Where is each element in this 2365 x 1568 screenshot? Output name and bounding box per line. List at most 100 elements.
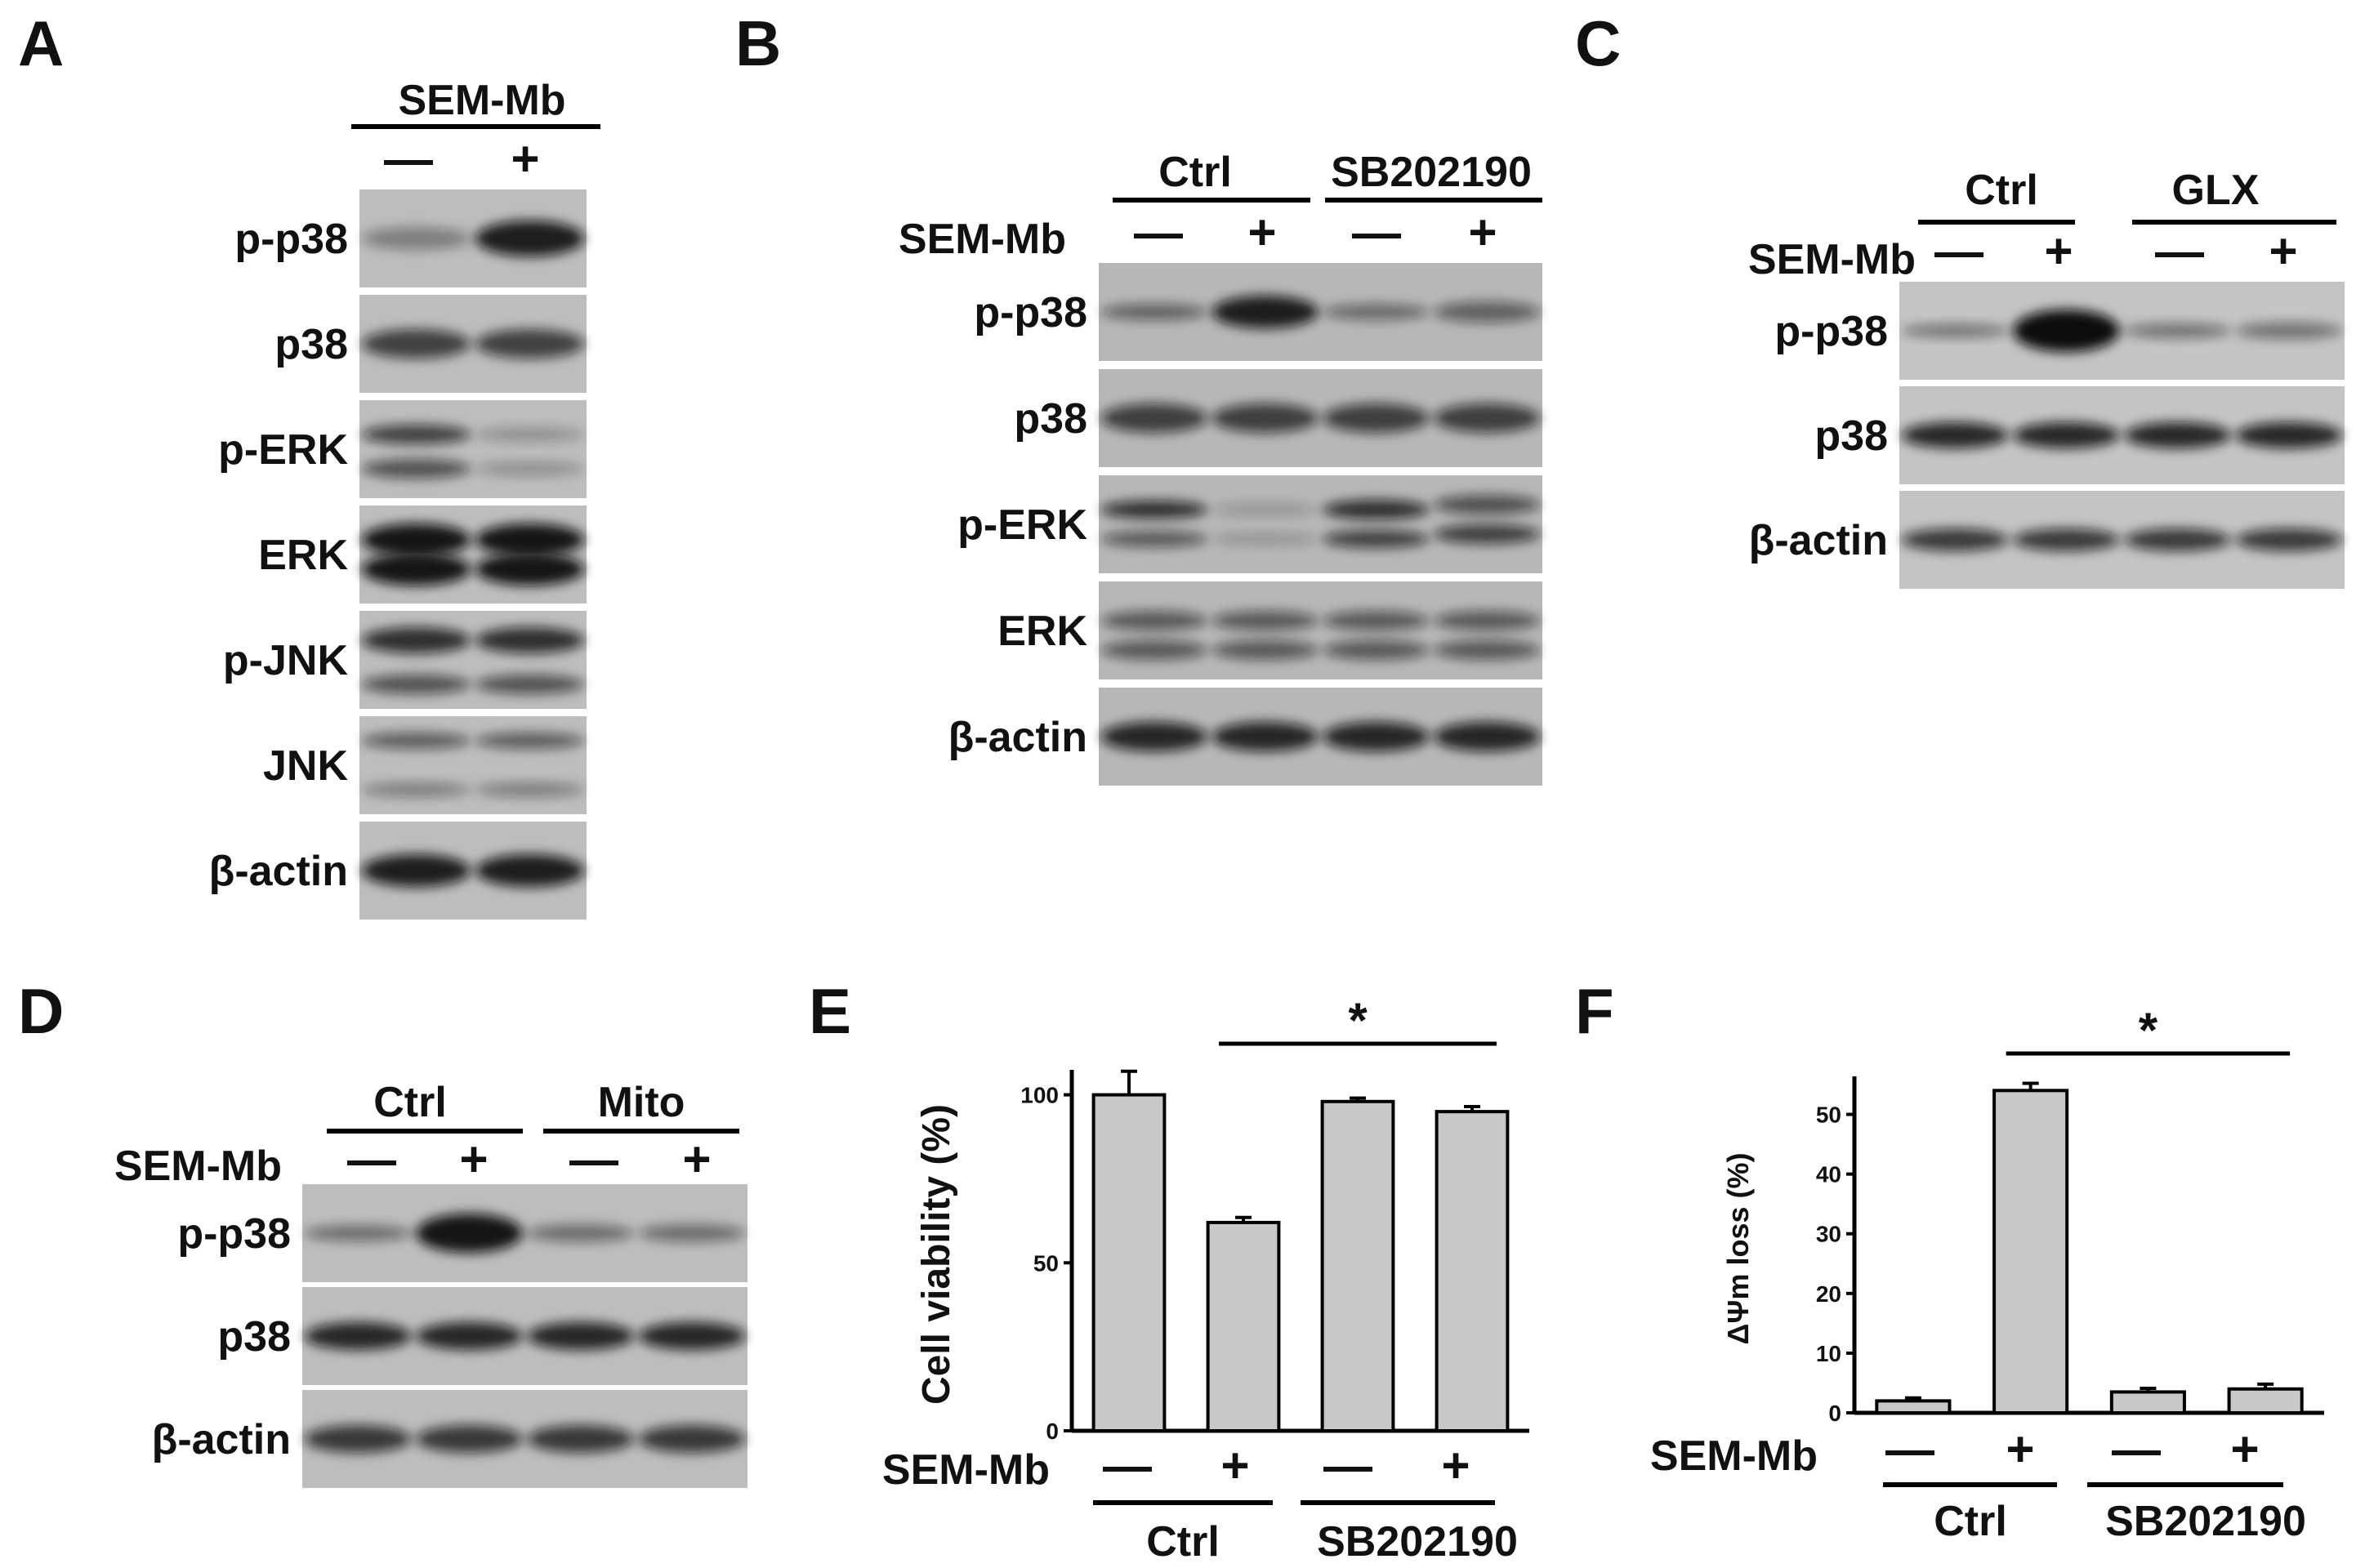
panel-f-group-2: SB202190 — [2105, 1498, 2306, 1545]
blot-band — [1323, 640, 1430, 660]
blot-band — [475, 427, 585, 442]
panel-c-blot: p-p38 p38 β-actin — [1749, 282, 2345, 589]
blot-band — [638, 1425, 746, 1453]
blot-band — [475, 782, 585, 797]
y-tick-label: 0 — [1828, 1401, 1841, 1426]
y-tick-label: 20 — [1816, 1281, 1841, 1307]
blot-label-b-1: p-p38 — [974, 289, 1087, 336]
panel-e-treatment-label: SEM-Mb — [882, 1446, 1050, 1494]
panel-e-sign-2: + — [1220, 1438, 1249, 1493]
blot-band — [1433, 722, 1541, 751]
blot-strip-a-6 — [359, 716, 587, 814]
bar — [1091, 1093, 1167, 1432]
panel-c-sign-3: — — [2155, 224, 2204, 278]
panel-a-sign-2: + — [511, 131, 539, 186]
y-tick-label: 50 — [1033, 1250, 1059, 1276]
panel-e-sign-3: — — [1323, 1438, 1372, 1493]
y-tick-label: 10 — [1816, 1341, 1841, 1366]
panel-f-treatment-label: SEM-Mb — [1650, 1432, 1818, 1480]
blot-strip-b-5 — [1099, 688, 1542, 786]
blot-band — [527, 1322, 635, 1350]
blot-label-a-4: ERK — [258, 532, 348, 579]
y-axis-label: Cell viability (%) — [915, 1104, 958, 1405]
blot-band — [2235, 323, 2343, 339]
bar — [1992, 1089, 2069, 1414]
blot-band — [415, 1214, 523, 1253]
blot-band — [475, 675, 585, 694]
blot-band — [1901, 528, 2009, 551]
blot-band — [1433, 301, 1541, 323]
blot-strip-b-1 — [1099, 263, 1542, 361]
blot-band — [1212, 403, 1319, 433]
panel-e: E 0 50 100 Cell viability (%) * SEM-Mb — + —… — [809, 975, 1529, 1566]
panel-f-sign-2: + — [2006, 1422, 2034, 1477]
blot-band — [361, 675, 471, 694]
blot-band — [2012, 528, 2120, 551]
panel-c-group-2: GLX — [2172, 167, 2260, 214]
blot-band — [415, 1322, 523, 1350]
blot-band — [361, 425, 471, 444]
blot-label-a-1: p-p38 — [234, 216, 348, 263]
blot-band — [475, 523, 585, 556]
blot-strip-a-4 — [359, 506, 587, 604]
blot-band — [2124, 528, 2232, 551]
blot-band — [1100, 611, 1208, 630]
blot-band — [475, 329, 585, 359]
panel-label-b: B — [735, 7, 781, 79]
blot-strip-b-4 — [1099, 581, 1542, 679]
blot-band — [1100, 403, 1208, 433]
blot-band — [1100, 501, 1208, 519]
blot-label-a-3: p-ERK — [218, 426, 348, 474]
blot-band — [638, 1224, 746, 1242]
y-tick-label: 50 — [1816, 1102, 1841, 1128]
blot-band — [1212, 503, 1319, 516]
blot-band — [1212, 722, 1319, 751]
blot-band — [304, 1225, 412, 1241]
panel-d-blot: p-p38 p38 β-actin — [152, 1184, 747, 1488]
blot-strip-a-3 — [359, 400, 587, 498]
blot-label-d-3: β-actin — [152, 1416, 291, 1463]
significance-mark: * — [1348, 993, 1368, 1048]
bar — [2227, 1387, 2304, 1415]
blot-band — [304, 1425, 412, 1453]
blot-label-a-5: p-JNK — [223, 637, 349, 684]
panel-e-group-1: Ctrl — [1146, 1518, 1220, 1566]
panel-e-sign-1: — — [1103, 1438, 1152, 1493]
panel-f-chart: 0 10 20 30 40 50 ΔΨm loss (%) * — [1721, 1003, 2324, 1426]
panel-a: A SEM-Mb — + p-p38 p38 p-ERK ERK p-JNK JNK β-a… — [18, 7, 600, 920]
blot-band — [1433, 524, 1541, 544]
blot-band — [1901, 324, 2009, 337]
panel-d-sign-2: + — [459, 1132, 488, 1187]
blot-band — [475, 553, 585, 586]
blot-band — [361, 782, 471, 797]
panel-b-group-2: SB202190 — [1331, 149, 1532, 196]
blot-strip-c-2 — [1899, 386, 2345, 484]
panel-e-group-2: SB202190 — [1317, 1518, 1518, 1566]
blot-band — [475, 220, 585, 256]
blot-band — [1212, 296, 1319, 328]
panel-f-sign-1: — — [1885, 1422, 1934, 1477]
panel-e-chart: 0 50 100 Cell viability (%) * — [915, 993, 1529, 1444]
blot-strip-b-2 — [1099, 369, 1542, 467]
panel-c-sign-1: — — [1934, 224, 1983, 278]
panel-b-blot: p-p38 p38 p-ERK ERK β-actin — [948, 263, 1542, 786]
panel-c-group-1: Ctrl — [1965, 167, 2038, 214]
blot-strip-d-3 — [302, 1390, 747, 1488]
blot-label-c-2: p38 — [1814, 412, 1888, 460]
blot-band — [1212, 640, 1319, 660]
blot-strip-d-2 — [302, 1287, 747, 1385]
panel-d-group-1: Ctrl — [373, 1079, 447, 1126]
bar — [1435, 1110, 1510, 1432]
blot-band — [1323, 403, 1430, 433]
blot-label-b-2: p38 — [1014, 395, 1087, 443]
blot-band — [2235, 528, 2343, 551]
blot-band — [1100, 722, 1208, 751]
panel-a-treatment-label: SEM-Mb — [398, 77, 565, 124]
panel-d-sign-4: + — [682, 1132, 711, 1187]
blot-label-b-5: β-actin — [948, 714, 1087, 761]
panel-d-sign-1: — — [347, 1132, 396, 1187]
blot-band — [304, 1322, 412, 1350]
panel-b-sign-2: + — [1247, 205, 1276, 260]
blot-band — [527, 1224, 635, 1242]
